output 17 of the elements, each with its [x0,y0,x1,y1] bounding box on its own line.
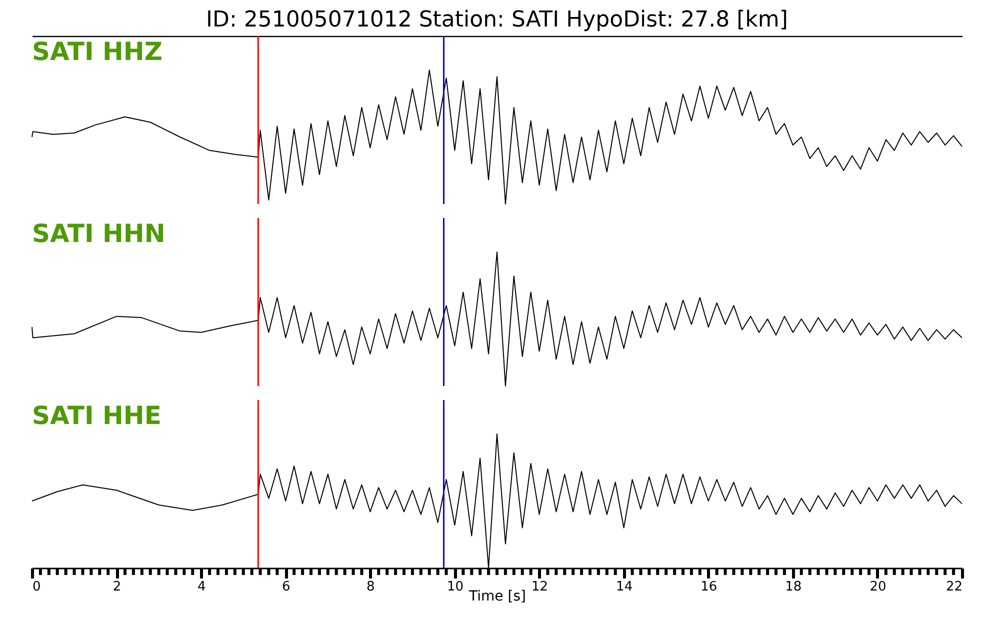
x-tick-label: 6 [282,580,290,594]
text: SATI HHE [32,401,162,430]
x-tick-label: 16 [700,580,718,594]
x-tick-label: 22 [946,580,962,594]
chart-title: ID: 251005071012 Station: SATI HypoDist: 27.8 [km] [206,7,788,32]
x-tick-label: 20 [870,580,886,594]
x-tick-label: 8 [366,580,375,594]
text: SATI HHZ [32,37,162,66]
x-tick-label: 14 [616,580,633,594]
x-axis-title: Time [s] [468,588,526,604]
x-tick-label: 4 [197,580,206,594]
x-tick-label: 0 [32,580,41,594]
x-tick-label: 10 [446,580,464,594]
x-tick-label: 12 [532,580,548,594]
text: SATI HHN [32,219,166,248]
x-tick-label: 2 [112,580,122,594]
x-tick-label: 18 [785,580,802,594]
